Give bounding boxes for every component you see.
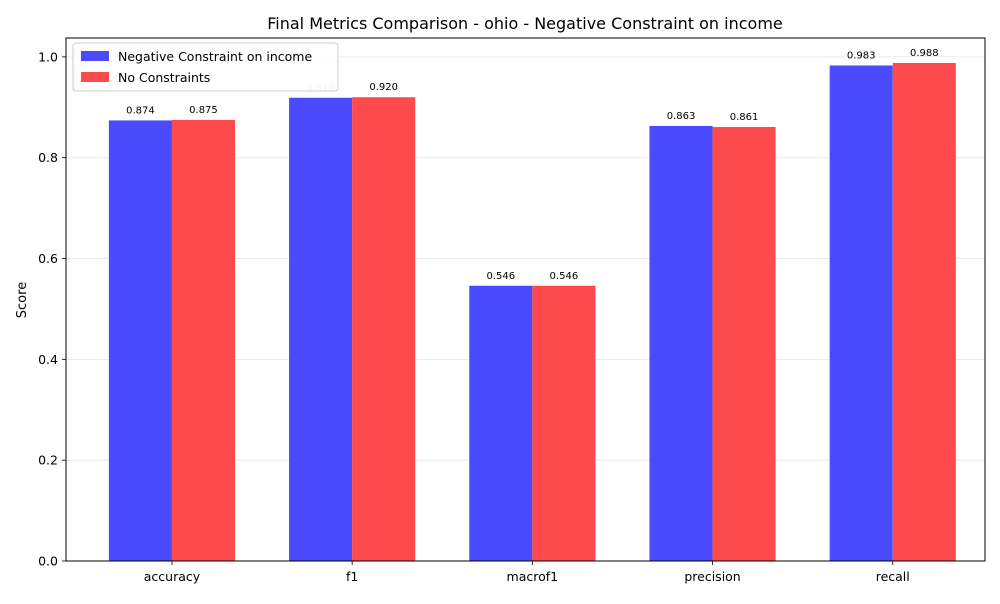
bar-macrof1-series-1 [469,285,533,561]
x-tick-label: f1 [346,569,358,584]
x-tick-label: macrof1 [507,569,559,584]
bar-f1-series-1 [289,97,353,562]
x-tick-label: recall [876,569,910,584]
data-label: 0.875 [189,105,218,116]
data-label: 0.874 [126,105,155,116]
bar-precision-series-1 [649,125,713,562]
y-tick-label: 0.6 [38,251,58,266]
data-label: 0.546 [550,271,579,282]
y-tick-label: 1.0 [38,49,58,64]
bars [108,62,956,562]
legend: Negative Constraint on income No Constrai… [72,42,339,92]
legend-label: No Constraints [118,70,210,85]
legend-label: Negative Constraint on income [118,49,312,64]
y-tick-label: 0.4 [38,352,58,367]
plot-frame [65,37,986,562]
data-label: 0.983 [847,50,876,61]
legend-box [72,42,339,92]
y-axis-label: Score [15,282,30,318]
legend-swatch [81,51,109,61]
bar-recall-series-1 [829,65,893,561]
bar-accuracy-series-1 [108,120,172,561]
bar-f1-series-2 [352,97,416,561]
data-label: 0.861 [730,112,759,123]
bar-precision-series-2 [712,126,776,561]
y-tick-label: 0.2 [38,453,58,468]
bar-accuracy-series-2 [171,119,236,562]
y-tick-label: 0.0 [38,554,58,569]
bar-recall-series-2 [892,62,956,562]
x-tick-label: accuracy [144,569,201,584]
data-label: 0.863 [667,111,696,122]
data-label: 0.988 [910,48,939,59]
data-label: 0.546 [486,271,515,282]
y-tick-label: 0.8 [38,150,58,165]
axes: 0.0 0.2 0.4 0.6 0.8 1.0 accuracy f1 macrof1 preci… [38,37,986,584]
bar-macrof1-series-2 [532,285,596,561]
x-tick-label: precision [684,569,740,584]
legend-swatch [81,72,109,82]
chart-title: Final Metrics Comparison - ohio - Negati… [267,14,783,33]
data-label: 0.920 [369,82,398,93]
